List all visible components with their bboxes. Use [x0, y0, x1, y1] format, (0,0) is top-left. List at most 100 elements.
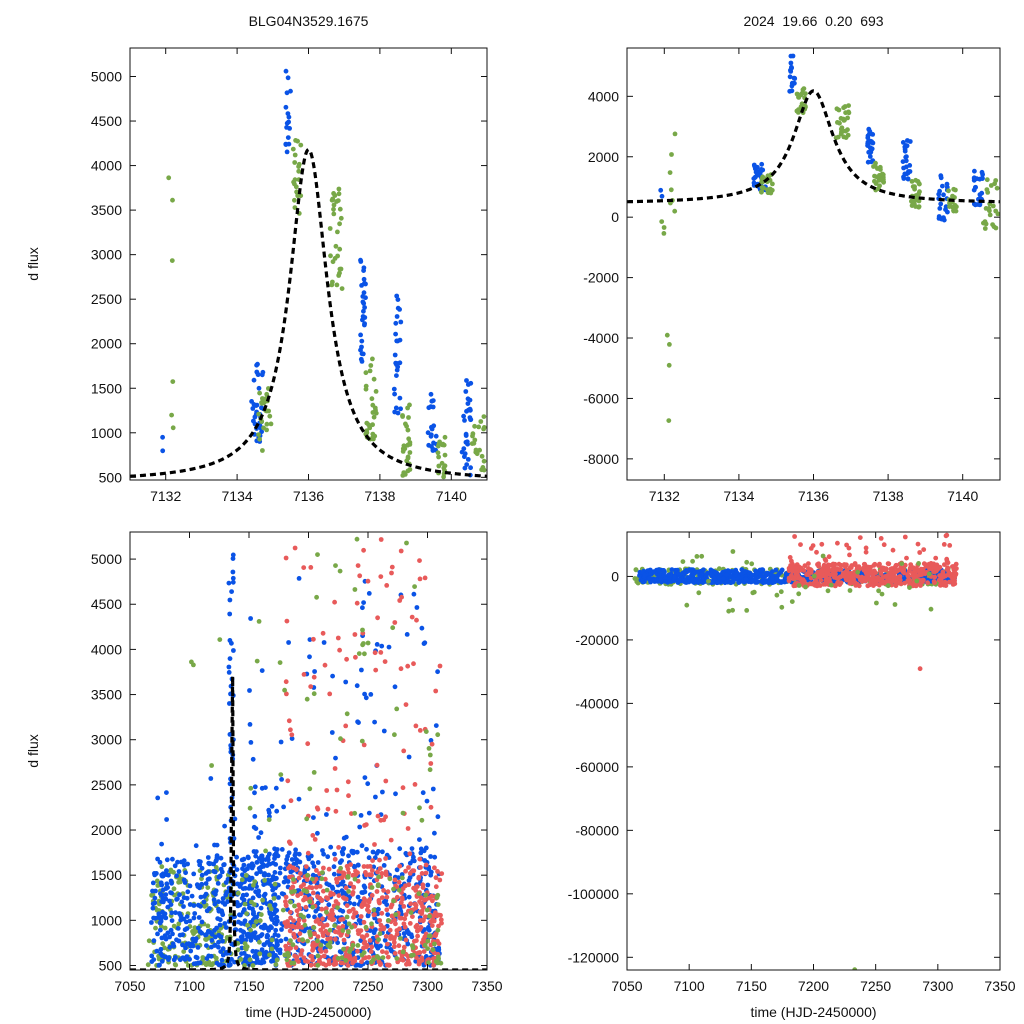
point-green: [909, 179, 915, 184]
point-green: [260, 396, 265, 401]
point-green: [170, 197, 175, 203]
point-blue: [259, 856, 265, 861]
point-red: [329, 908, 335, 914]
point-green: [260, 897, 265, 903]
point-blue: [409, 846, 415, 851]
point-red: [299, 948, 305, 953]
panel-bottom-right: 7050 7100 7150 7200 7250 7300 7350 -120000 -1000…: [568, 531, 1016, 1020]
point-blue: [682, 577, 688, 583]
point-red: [437, 663, 443, 669]
point-green: [435, 954, 441, 960]
point-blue: [181, 862, 187, 868]
point-blue: [789, 80, 795, 86]
point-red: [362, 823, 367, 828]
point-red: [902, 534, 908, 540]
point-red: [921, 561, 927, 567]
point-blue: [686, 579, 692, 585]
point-red: [392, 620, 398, 625]
point-green: [304, 889, 309, 894]
point-blue: [361, 290, 367, 296]
point-red: [334, 787, 340, 793]
point-green: [274, 957, 280, 963]
point-blue: [285, 135, 291, 141]
point-red: [383, 778, 389, 784]
point-green: [481, 458, 487, 464]
point-blue: [239, 857, 245, 863]
point-blue: [759, 167, 764, 172]
point-green: [267, 952, 272, 958]
point-blue: [332, 851, 337, 857]
point-blue: [407, 860, 413, 866]
point-red: [312, 837, 318, 842]
point-blue: [160, 895, 166, 901]
point-blue: [329, 730, 335, 735]
point-red: [798, 565, 804, 571]
point-blue: [198, 859, 203, 865]
point-green: [242, 963, 247, 968]
point-green: [327, 226, 333, 231]
point-red: [379, 871, 385, 876]
point-green: [394, 956, 400, 961]
point-blue: [167, 944, 173, 950]
point-red: [917, 550, 923, 555]
point-blue: [903, 154, 909, 160]
point-green: [838, 131, 844, 137]
point-green: [377, 931, 383, 937]
point-blue: [234, 867, 240, 872]
point-green: [872, 178, 877, 184]
point-red: [950, 582, 956, 587]
point-red: [378, 574, 384, 579]
point-blue: [335, 940, 340, 946]
point-blue: [169, 880, 175, 886]
point-red: [871, 563, 877, 568]
point-green: [260, 448, 265, 453]
point-green: [800, 102, 805, 107]
point-red: [303, 904, 309, 910]
point-green: [664, 332, 670, 338]
point-green: [168, 869, 174, 874]
point-green: [436, 454, 441, 460]
point-blue: [206, 953, 212, 959]
point-green: [331, 202, 337, 208]
point-green: [405, 468, 411, 474]
point-red: [951, 564, 956, 569]
point-green: [836, 107, 842, 113]
point-green: [154, 878, 160, 884]
point-blue: [669, 567, 675, 572]
point-blue: [272, 932, 278, 937]
point-blue: [213, 888, 219, 894]
point-red: [403, 912, 409, 918]
point-blue: [366, 810, 372, 816]
point-green: [430, 947, 436, 952]
point-green: [914, 197, 920, 203]
point-blue: [363, 695, 369, 701]
x-tick-label: 7200: [798, 978, 829, 994]
point-red: [920, 567, 926, 573]
point-blue: [321, 851, 326, 857]
point-green: [263, 848, 268, 854]
point-blue: [398, 406, 403, 412]
point-blue: [170, 931, 175, 937]
point-green: [907, 585, 912, 590]
point-green: [690, 558, 695, 564]
point-blue: [753, 169, 759, 175]
point-blue: [238, 912, 243, 918]
x-tick-label: 7140: [436, 488, 467, 504]
point-red: [341, 937, 347, 943]
point-blue: [259, 429, 264, 435]
point-blue: [222, 921, 228, 926]
point-red: [379, 910, 385, 916]
point-red: [397, 915, 403, 921]
point-red: [854, 581, 860, 587]
point-green: [362, 651, 367, 657]
point-blue: [231, 648, 236, 653]
point-red: [423, 862, 429, 868]
point-blue: [155, 931, 160, 937]
point-green: [405, 405, 410, 411]
point-red: [370, 858, 375, 863]
y-tick-label: 1500: [91, 867, 122, 883]
point-blue: [656, 567, 662, 573]
point-green: [245, 922, 251, 928]
point-blue: [201, 899, 207, 905]
point-green: [337, 221, 342, 227]
